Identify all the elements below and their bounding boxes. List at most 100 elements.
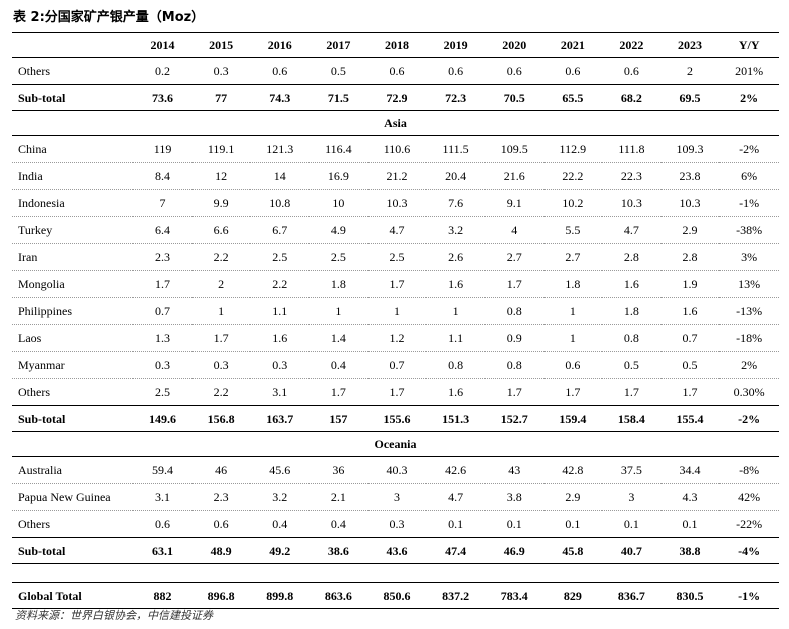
global-total-row: Global Total 882 896.8 899.8 863.6 850.6 837.2… [12, 582, 779, 609]
table-cell: 0.7 [660, 324, 720, 352]
subtotal-row: Sub-total 73.6 77 74.3 71.5 72.9 72.3 70.5 65.5 6… [12, 84, 779, 111]
table-cell: 2% [719, 351, 779, 379]
table-cell: 0.4 [309, 510, 368, 538]
table-cell: 0.6 [602, 57, 661, 85]
table-cell: 10.3 [602, 189, 661, 217]
table-cell: 10 [309, 189, 368, 217]
table-cell: 158.4 [602, 405, 661, 432]
row-label: Laos [12, 324, 134, 352]
table-cell: 0.1 [602, 510, 661, 538]
table-cell: 59.4 [133, 456, 192, 484]
table-cell: 71.5 [309, 84, 368, 111]
row-label: Papua New Guinea [12, 483, 134, 511]
table-cell: 1 [543, 324, 603, 352]
table-cell: 6.4 [133, 216, 192, 244]
table-cell: 3 [367, 483, 427, 511]
table-cell: 159.4 [543, 405, 603, 432]
table-cell: 0.3 [191, 351, 251, 379]
table-cell: 3.2 [250, 483, 310, 511]
table-cell: 12 [191, 162, 251, 190]
table-cell: 1.7 [367, 270, 427, 298]
table-cell: 155.4 [660, 405, 720, 432]
table-cell: 63.1 [133, 537, 192, 564]
table-cell: 0.1 [660, 510, 720, 538]
row-label: China [12, 135, 134, 163]
table-cell: 2.9 [660, 216, 720, 244]
table-cell: 2.6 [426, 243, 485, 271]
section-label: Oceania [12, 431, 779, 457]
table-cell: 0.30% [719, 378, 779, 406]
table-cell: 46 [191, 456, 251, 484]
table-cell: 2.2 [250, 270, 310, 298]
table-cell: 1.7 [367, 378, 427, 406]
table-cell: 1.3 [133, 324, 192, 352]
row-label: Philippines [12, 297, 134, 325]
table-cell: 112.9 [543, 135, 603, 163]
table-cell: 1.6 [660, 297, 720, 325]
table-cell: 4.9 [309, 216, 368, 244]
table-cell: 0.6 [543, 351, 603, 379]
table-cell: 0.6 [426, 57, 485, 85]
table-cell: 42.8 [543, 456, 603, 484]
table-cell: 46.9 [484, 537, 544, 564]
table-cell: 9.9 [191, 189, 251, 217]
table-cell: 34.4 [660, 456, 720, 484]
table-cell: 13% [719, 270, 779, 298]
table-cell: 0.1 [426, 510, 485, 538]
header-cell: 2023 [660, 32, 720, 58]
table-row: Papua New Guinea 3.1 2.3 3.2 2.1 3 4.7 3.8 2.9 3 4… [12, 483, 779, 511]
table-cell: -4% [719, 537, 779, 564]
table-cell: 21.2 [367, 162, 427, 190]
table-cell: 1.7 [484, 378, 544, 406]
table-cell: 116.4 [309, 135, 368, 163]
table-cell: 2 [191, 270, 251, 298]
table-cell: 0.6 [133, 510, 192, 538]
table-cell: 0.4 [309, 351, 368, 379]
table-cell: 1.6 [426, 270, 485, 298]
table-cell: 4.7 [602, 216, 661, 244]
table-row: India 8.4 12 14 16.9 21.2 20.4 21.6 22.2 22.3 23.8… [12, 162, 779, 190]
table-cell: 1 [367, 297, 427, 325]
table-row: Others 2.5 2.2 3.1 1.7 1.7 1.6 1.7 1.7 1.7 1.7 0.30… [12, 378, 779, 406]
table-cell: 156.8 [191, 405, 251, 432]
table-cell: 2.7 [484, 243, 544, 271]
table-cell: 45.8 [543, 537, 603, 564]
subtotal-row: Sub-total 149.6 156.8 163.7 157 155.6 151.3 152… [12, 405, 779, 432]
table-cell: 37.5 [602, 456, 661, 484]
table-cell: 1.4 [309, 324, 368, 352]
section-header-row: Oceania [12, 431, 779, 457]
table-cell: 0.7 [133, 297, 192, 325]
header-cell: 2019 [426, 32, 485, 58]
row-label: Others [12, 57, 134, 85]
table-cell: 109.3 [660, 135, 720, 163]
table-cell: 1.7 [602, 378, 661, 406]
table-cell: 119 [133, 135, 192, 163]
table-cell: 43.6 [367, 537, 427, 564]
table-cell: 22.3 [602, 162, 661, 190]
table-cell: 899.8 [250, 582, 310, 609]
table-row: Indonesia 7 9.9 10.8 10 10.3 7.6 9.1 10.2 10.3 10.… [12, 189, 779, 217]
table-cell: 2.1 [309, 483, 368, 511]
table-cell: 10.3 [660, 189, 720, 217]
table-cell: 109.5 [484, 135, 544, 163]
table-cell: 2 [660, 57, 720, 85]
table-cell: 73.6 [133, 84, 192, 111]
table-cell: 0.6 [191, 510, 251, 538]
table-cell: 1.8 [602, 297, 661, 325]
table-cell: 0.7 [367, 351, 427, 379]
table-cell: 0.3 [367, 510, 427, 538]
table-cell: 157 [309, 405, 368, 432]
table-cell: 23.8 [660, 162, 720, 190]
table-row: Mongolia 1.7 2 2.2 1.8 1.7 1.6 1.7 1.8 1.6 1.9 13% [12, 270, 779, 298]
table-cell: 0.3 [250, 351, 310, 379]
table-cell: 0.3 [191, 57, 251, 85]
header-row: 2014 2015 2016 2017 2018 2019 2020 2021 2022 2023… [12, 32, 779, 58]
table-cell: -13% [719, 297, 779, 325]
table-cell: -2% [719, 405, 779, 432]
table-cell: 829 [543, 582, 603, 609]
source-note: 资料来源：世界白银协会，中信建投证券 [15, 609, 213, 622]
table-cell: 151.3 [426, 405, 485, 432]
table-cell: 7 [133, 189, 192, 217]
row-label: Turkey [12, 216, 134, 244]
table-cell: 10.3 [367, 189, 427, 217]
